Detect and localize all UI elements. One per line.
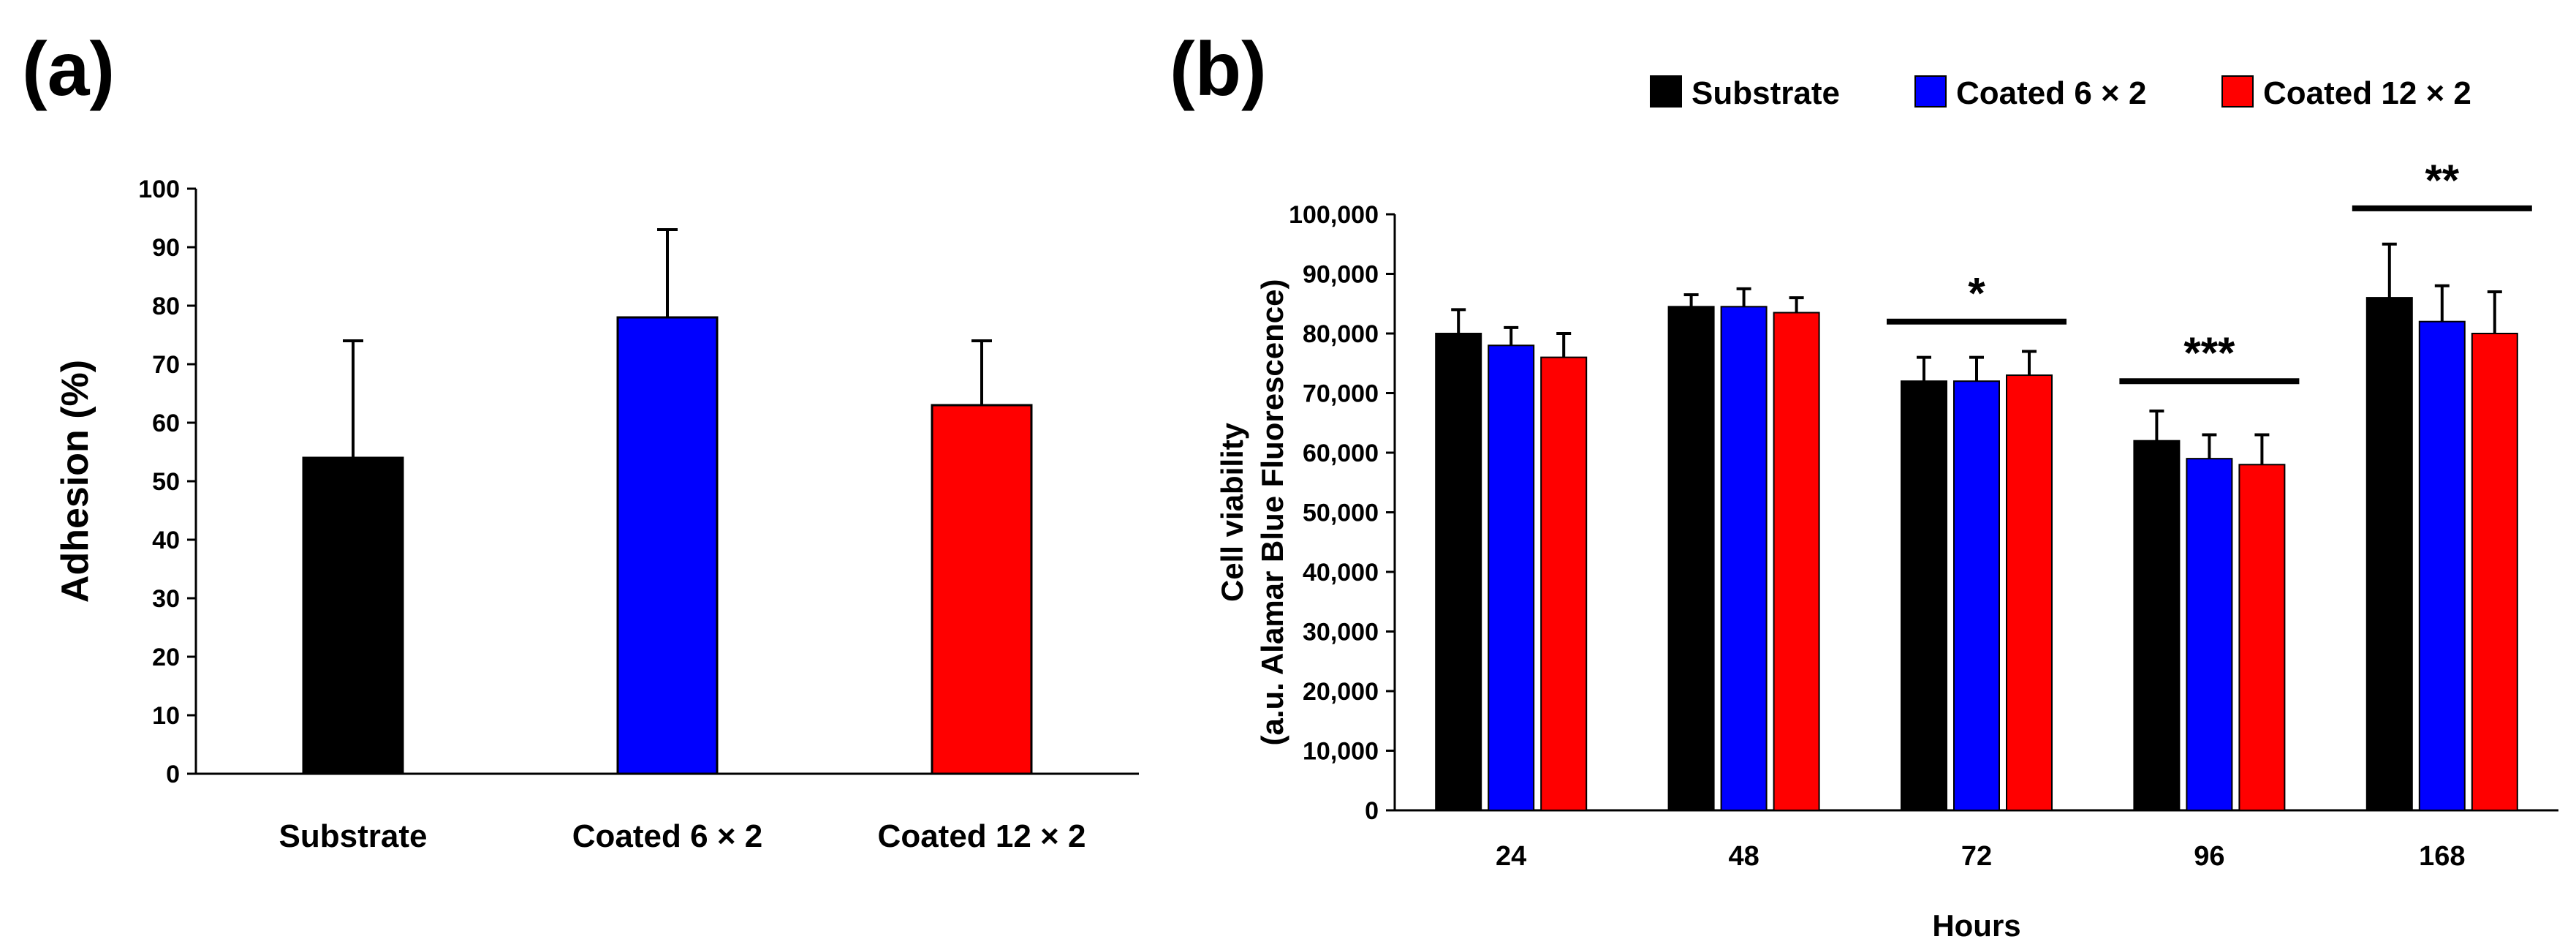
bar	[616, 316, 719, 775]
legend-label: Coated 6 × 2	[1956, 75, 2146, 111]
y-axis-title: Adhesion (%)	[54, 360, 96, 603]
y-axis-title-line2: (a.u. Alamar Blue Fluorescence)	[1255, 279, 1289, 746]
y-tick-label: 60	[152, 410, 180, 437]
legend-swatch	[1650, 75, 1682, 108]
panel-b-label: (b)	[1170, 27, 1267, 112]
y-tick-label: 90,000	[1303, 261, 1379, 289]
y-tick-label: 100,000	[1289, 201, 1379, 229]
x-category-label: 72	[1961, 841, 1992, 872]
bar	[1488, 344, 1535, 811]
bar	[1901, 380, 1947, 811]
x-category-label: Coated 12 × 2	[878, 818, 1086, 854]
x-category-label: 24	[1496, 841, 1526, 872]
y-tick-label: 100	[138, 176, 180, 203]
x-category-label: 96	[2194, 841, 2224, 872]
bar	[2471, 333, 2518, 811]
bar	[1435, 333, 1482, 811]
y-tick-label: 80,000	[1303, 320, 1379, 348]
significance-label: *	[1968, 269, 1985, 318]
y-tick-label: 80	[152, 293, 180, 320]
significance-label: ***	[2183, 328, 2235, 377]
y-tick-label: 0	[166, 761, 180, 788]
y-tick-label: 20,000	[1303, 678, 1379, 706]
panel-a-chart: 0 10 20 30 40 50 60 70 80 90 100 Substrate Coated 6 …	[54, 176, 1139, 854]
y-tick-label: 10	[152, 702, 180, 730]
panel-a-label: (a)	[22, 27, 115, 112]
x-axis-title: Hours	[1932, 908, 2020, 943]
bar	[2418, 320, 2466, 811]
bar	[1953, 380, 2000, 811]
legend-label: Coated 12 × 2	[2263, 75, 2471, 111]
y-axis-title-line1: Cell viability	[1215, 422, 1249, 602]
y-tick-label: 40,000	[1303, 559, 1379, 587]
y-tick-label: 30	[152, 585, 180, 613]
bar	[1667, 306, 1715, 811]
y-tick-label: 90	[152, 234, 180, 262]
x-category-label: 168	[2419, 841, 2465, 872]
y-tick-label: 50,000	[1303, 499, 1379, 527]
y-tick-label: 0	[1365, 797, 1379, 825]
y-tick-label: 50	[152, 468, 180, 496]
y-tick-label: 60,000	[1303, 440, 1379, 467]
bar	[1720, 306, 1768, 811]
y-tick-label: 10,000	[1303, 738, 1379, 766]
bar	[2133, 440, 2181, 811]
significance-label: **	[2425, 156, 2459, 205]
bar	[2365, 297, 2413, 812]
x-category-label: Substrate	[279, 818, 428, 854]
legend-label: Substrate	[1692, 75, 1840, 111]
bar	[931, 404, 1033, 775]
bar	[1773, 312, 1820, 812]
bar	[1540, 356, 1588, 812]
y-tick-label: 40	[152, 527, 180, 554]
x-category-label: 48	[1728, 841, 1759, 872]
y-tick-label: 20	[152, 644, 180, 671]
y-tick-label: 70	[152, 351, 180, 379]
bar	[302, 456, 404, 775]
x-category-label: Coated 6 × 2	[572, 818, 762, 854]
y-tick-label: 70,000	[1303, 380, 1379, 408]
legend-swatch	[1914, 75, 1947, 108]
y-tick-label: 30,000	[1303, 619, 1379, 646]
bar	[2006, 374, 2053, 811]
panel-b-chart: 0 10,000 20,000 30,000 40,000 50,000 60,000 70,…	[1215, 75, 2558, 943]
bar	[2238, 464, 2286, 811]
bar	[2186, 458, 2233, 812]
legend-swatch	[2221, 75, 2254, 108]
